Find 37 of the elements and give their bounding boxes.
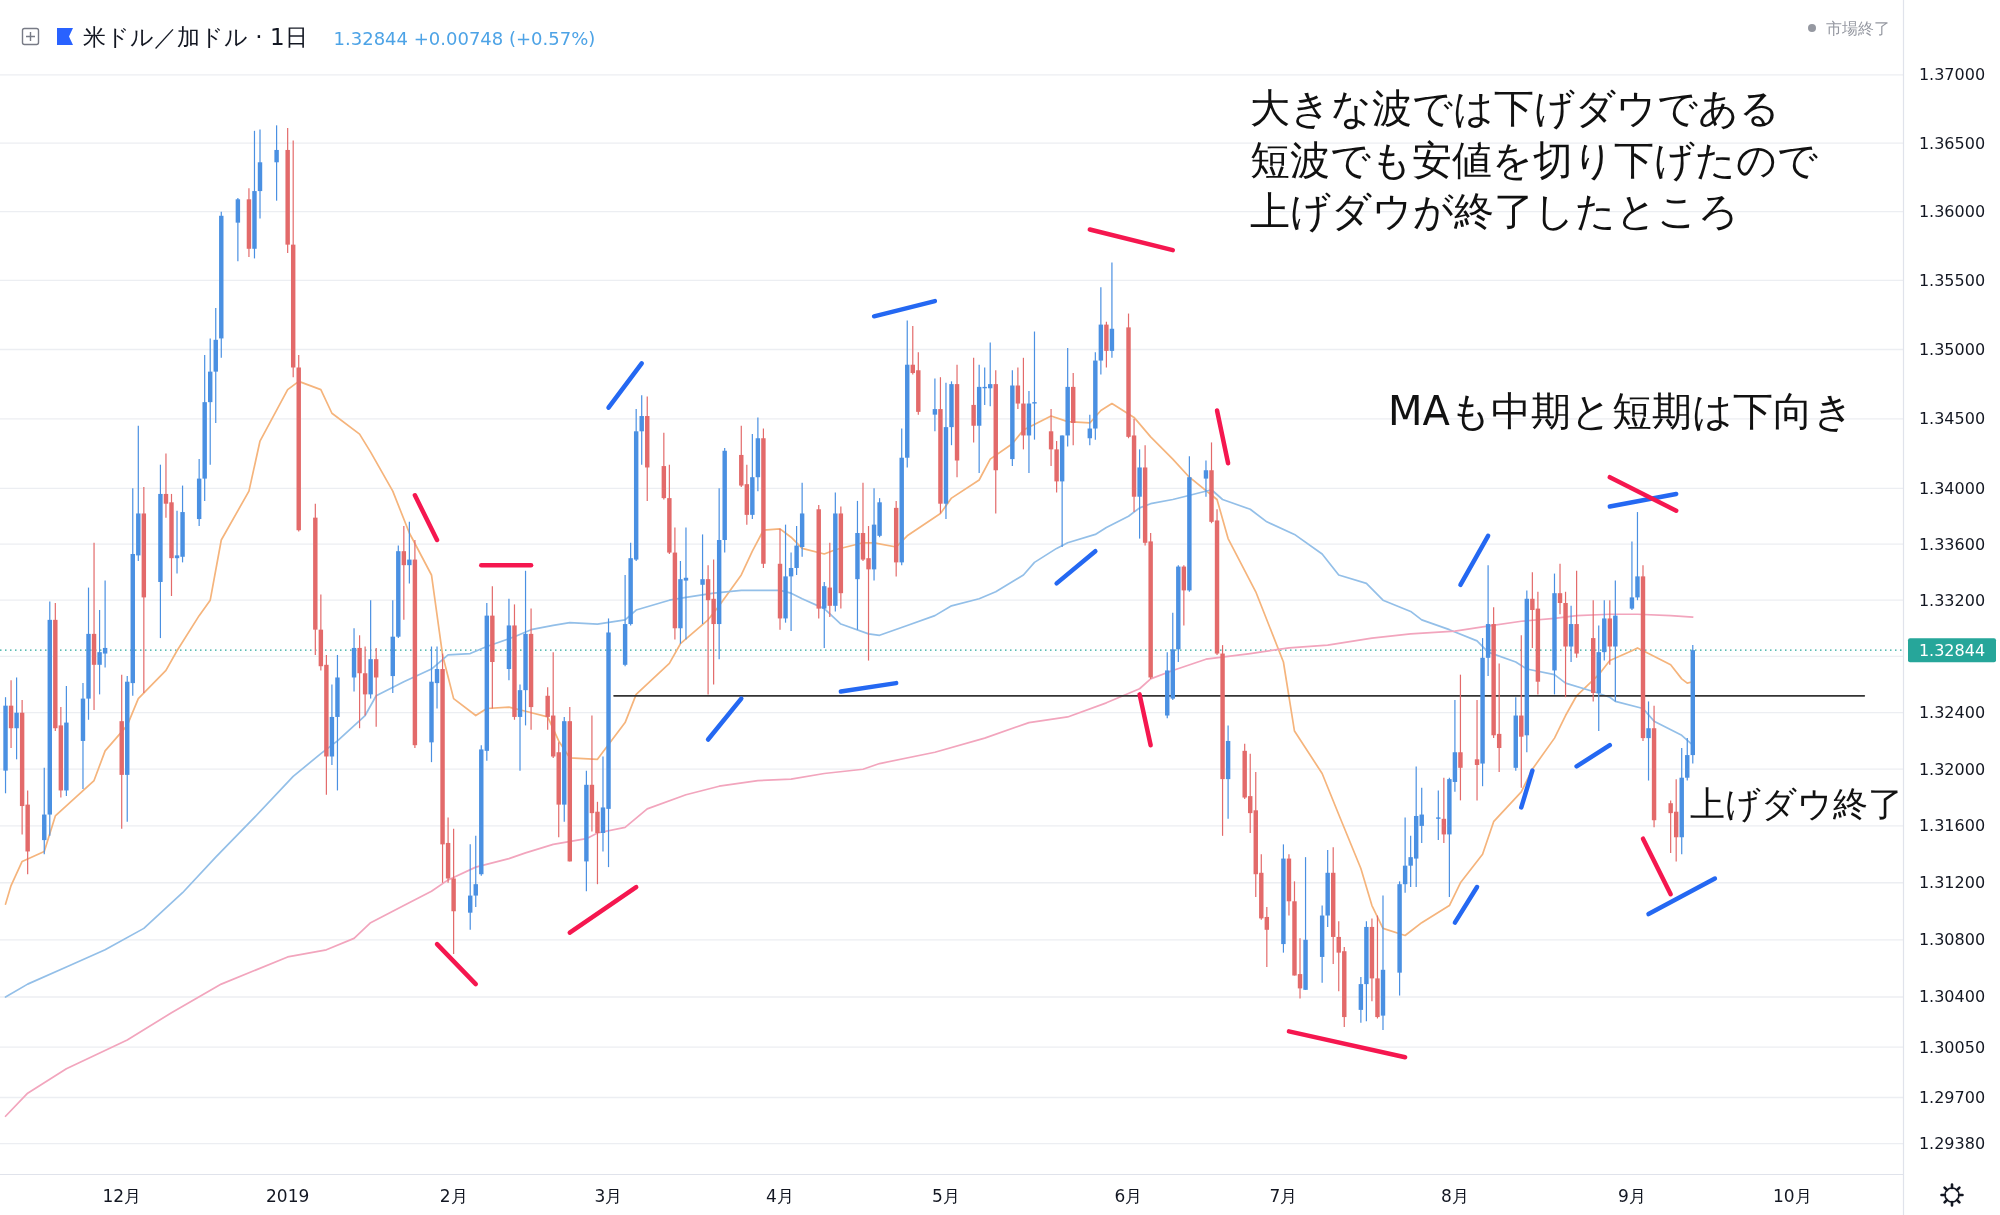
xtick: 7月 bbox=[1269, 1186, 1298, 1206]
xtick: 2019 bbox=[266, 1186, 310, 1206]
annotation: 短波でも安値を切り下げたので bbox=[1250, 137, 1818, 183]
xtick: 8月 bbox=[1441, 1186, 1469, 1206]
ytick: 1.32400 bbox=[1918, 703, 1986, 723]
xtick: 5月 bbox=[932, 1186, 960, 1206]
ytick: 1.32000 bbox=[1918, 759, 1986, 779]
ytick: 1.34000 bbox=[1918, 478, 1986, 498]
annotation: MAも中期と短期は下向き bbox=[1388, 388, 1854, 434]
ytick: 1.33200 bbox=[1918, 590, 1986, 610]
xtick: 12月 bbox=[102, 1186, 141, 1206]
title: 米ドル／加ドル · 1日 bbox=[83, 24, 308, 50]
ytick: 1.29700 bbox=[1918, 1088, 1986, 1107]
ytick: 1.30400 bbox=[1918, 987, 1986, 1007]
ytick: 1.29380 bbox=[1918, 1134, 1986, 1154]
ytick: 1.36500 bbox=[1918, 133, 1986, 153]
xtick: 10月 bbox=[1773, 1186, 1812, 1206]
annotation: 上げダウが終了したところ bbox=[1250, 188, 1739, 234]
ytick: 1.31200 bbox=[1918, 873, 1986, 893]
ytick: 1.33600 bbox=[1918, 534, 1986, 554]
annotation: 上げダウ終了 bbox=[1690, 784, 1903, 824]
ytick: 1.37000 bbox=[1918, 65, 1986, 85]
xtick: 3月 bbox=[594, 1186, 623, 1206]
xtick: 2月 bbox=[439, 1186, 468, 1206]
ytick: 1.30800 bbox=[1918, 930, 1986, 950]
ytick: 1.35500 bbox=[1918, 270, 1986, 290]
xtick: 9月 bbox=[1618, 1186, 1646, 1206]
annotation: 大きな波では下げダウである bbox=[1250, 85, 1780, 131]
ytick: 1.36000 bbox=[1918, 202, 1986, 222]
xtick: 6月 bbox=[1114, 1186, 1143, 1206]
subtitle: 1.32844 +0.00748 (+0.57%) bbox=[333, 27, 596, 49]
ytick: 1.35000 bbox=[1918, 340, 1986, 359]
ytick: 1.34500 bbox=[1918, 409, 1986, 429]
xtick: 4月 bbox=[766, 1186, 794, 1206]
annotation: 市場終了 bbox=[1826, 18, 1890, 38]
ytick: 1.30050 bbox=[1918, 1037, 1986, 1057]
ytick: 1.31600 bbox=[1918, 816, 1986, 836]
